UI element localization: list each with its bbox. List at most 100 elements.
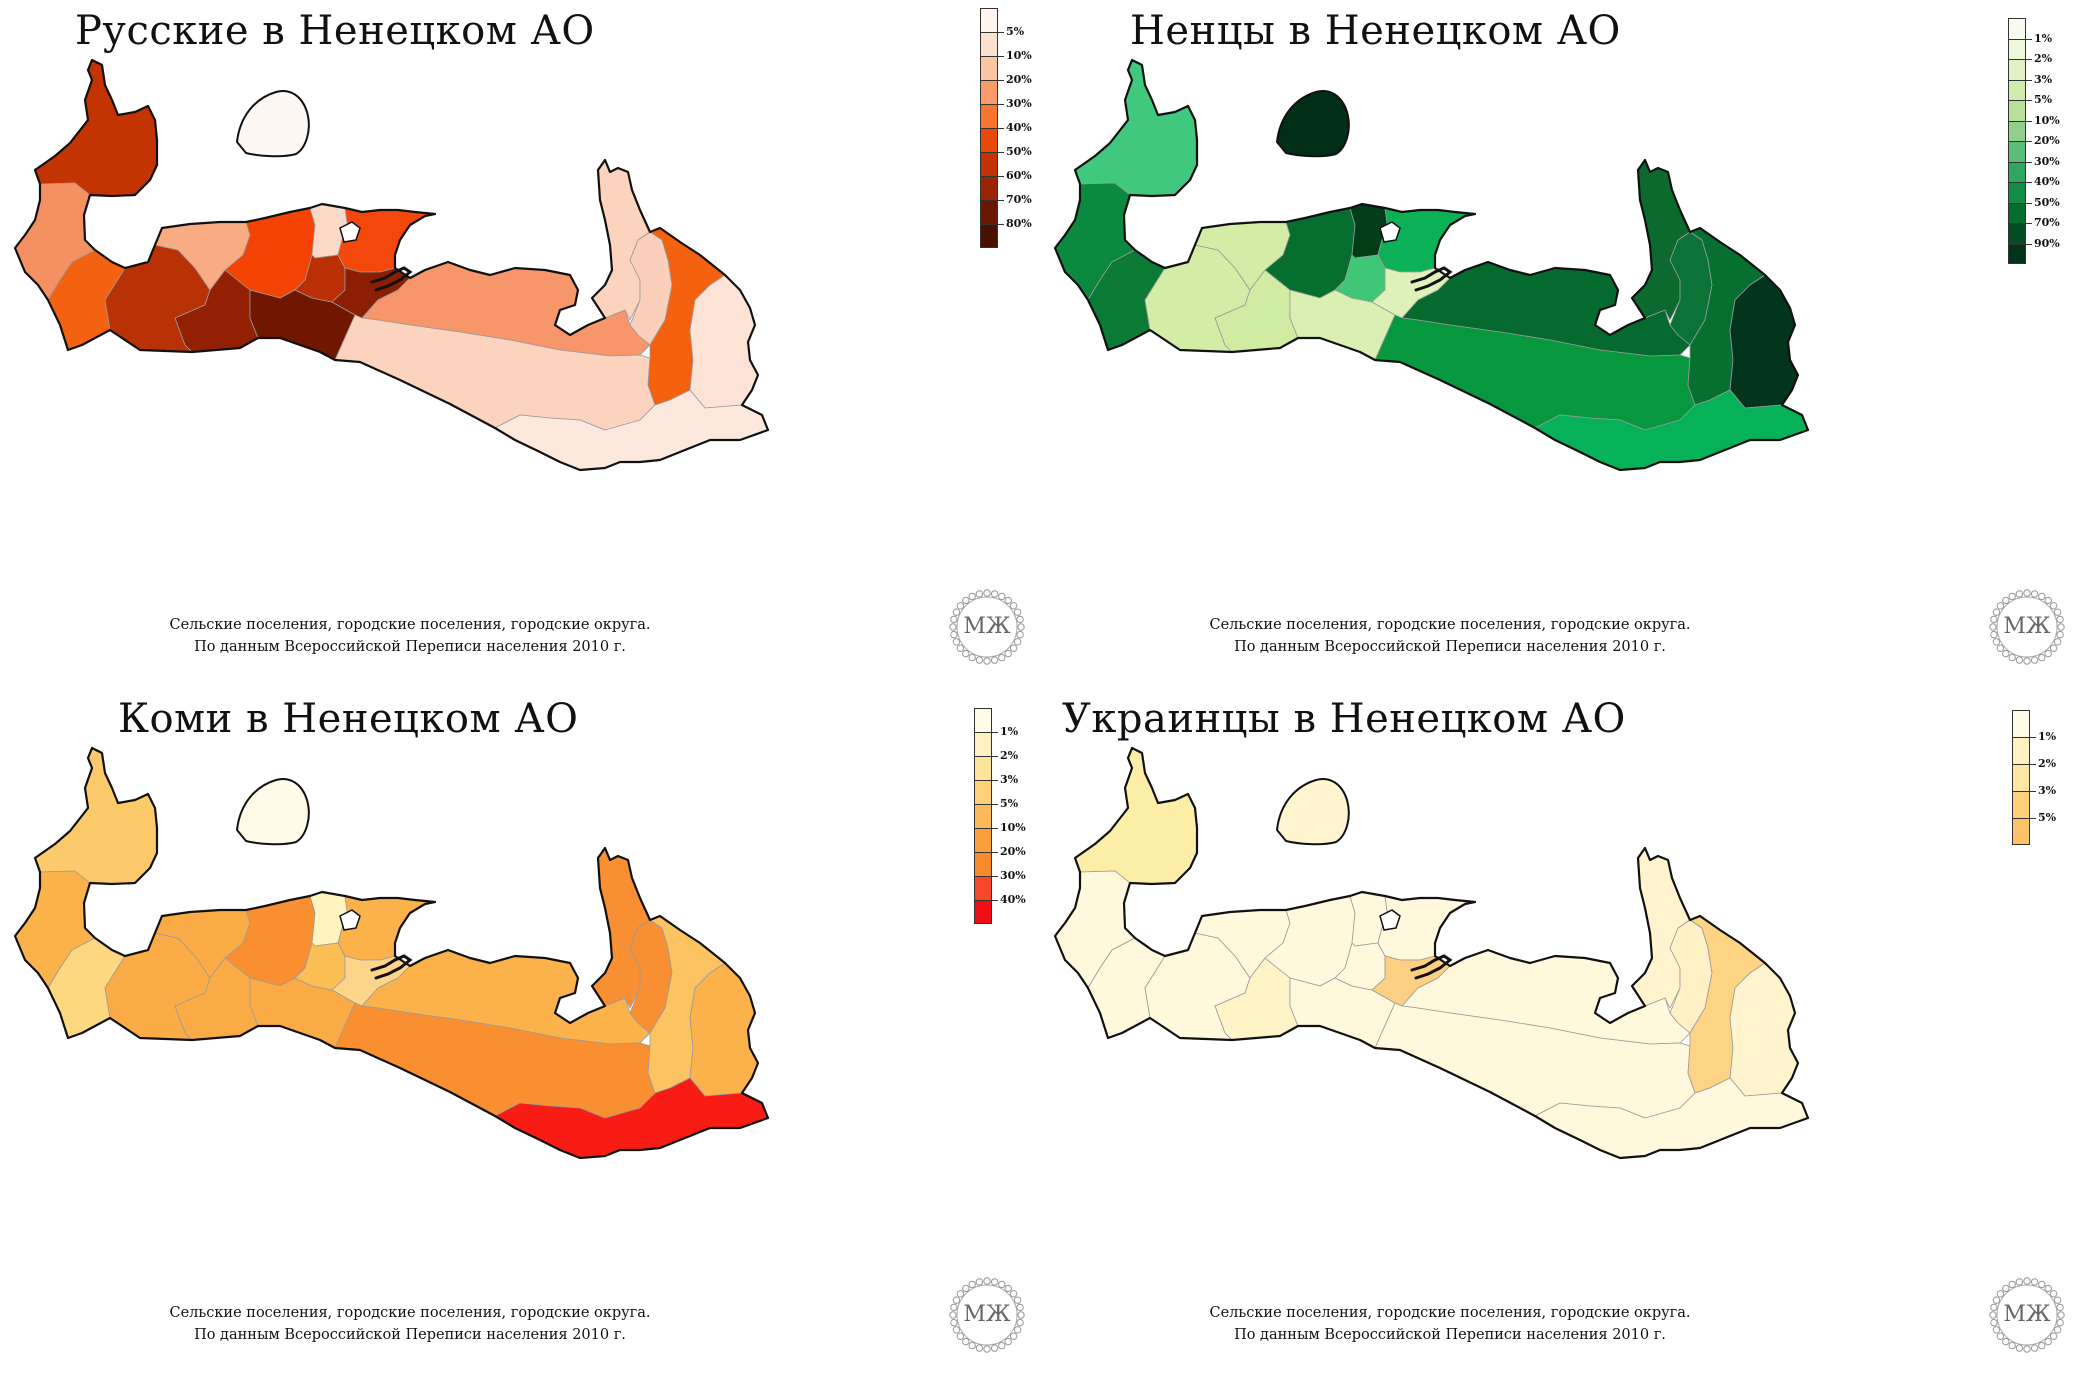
legend-swatch [974,804,992,828]
district-outline [13,746,770,1160]
wreath-leaf [2030,590,2039,598]
legend-tick [2026,141,2032,142]
seal-monogram: МЖ [963,614,1011,639]
wreath-leaf [968,653,976,662]
pechora-river-mouth [370,954,413,980]
map-caption: Сельские поселения, городские поселения,… [100,1302,720,1346]
wreath-leaf [2038,653,2046,662]
legend-label: 5% [1000,797,1019,810]
legend-swatch [2008,59,2026,80]
legend-swatch [974,756,992,780]
wreath-leaf [1013,1326,1022,1334]
caption-line-1: Сельские поселения, городские поселения,… [169,1305,651,1321]
wreath-leaf [998,1341,1006,1350]
wreath-leaf [952,1326,961,1334]
seal-monogram: МЖ [963,1302,1011,1327]
map-panel-ukrainians: Украинцы в Ненецком АО 1% 2% 3% 5% Сельские… [1040,688,2079,1376]
wreath-leaf [2023,1345,2031,1353]
wreath-leaf [2053,1296,2062,1304]
wreath-leaf [2008,1280,2016,1289]
legend-label: 40% [2034,175,2060,188]
wreath-leaf [998,1280,1006,1289]
map-panel-komi: Коми в Ненецком АО 1% 2% 3% 5% 10% 20% 30% 40% … [0,688,1040,1376]
legend-label: 60% [1006,169,1032,182]
wreath-leaf [2015,1278,2024,1286]
legend-tick [2026,161,2032,163]
wreath-leaf [1013,638,1022,646]
wreath-leaf [950,1303,958,1312]
mzh-seal-logo: МЖ [948,1276,1026,1354]
wreath-leaf [1990,1303,1998,1312]
wreath-leaf [2057,623,2065,631]
wreath-leaf [2023,589,2031,597]
legend-label: 10% [1006,49,1032,62]
mzh-seal-logo: МЖ [948,588,1026,666]
map-title: Русские в Ненецком АО [75,8,595,54]
wreath-leaf [990,590,999,598]
wreath-leaf [1990,1318,1998,1327]
wreath-leaf [2053,1326,2062,1334]
wreath-leaf [1990,630,1998,639]
legend-swatch [974,900,992,924]
legend-tick [998,176,1004,177]
wreath-leaf [990,1278,999,1286]
legend-label: 40% [1000,893,1026,906]
map-caption: Сельские поселения, городские поселения,… [1140,1302,1760,1346]
caption-line-1: Сельские поселения, городские поселения,… [169,617,651,633]
legend-swatch [980,200,998,224]
wreath-leaf [2056,630,2064,639]
choropleth-map [13,746,770,1160]
legend-tick [992,876,998,877]
bay-water [1379,909,1401,931]
map-panel-russians: Русские в Ненецком АО 5% 10% 20% 30% 40% 50% 6… [0,0,1040,688]
legend-tick [998,224,1004,225]
wreath-leaf [2057,1311,2065,1319]
wreath-leaf [2038,1341,2046,1350]
district-outline [1053,746,1810,1160]
mzh-seal-logo: МЖ [1988,588,2066,666]
wreath-leaf [1996,644,2005,652]
choropleth-map [1053,746,1810,1160]
legend-swatch [2008,243,2026,264]
caption-line-2: По данным Всероссийской Переписи населен… [194,1327,626,1343]
legend-tick [992,828,998,829]
wreath-leaf [1016,1303,1024,1312]
wreath-leaf [2056,1318,2064,1327]
map-caption: Сельские поселения, городские поселения,… [100,614,720,658]
legend-swatch [2012,710,2030,737]
wreath-leaf [968,1280,976,1289]
legend-tick [998,56,1004,57]
wreath-leaf [1009,1290,1018,1298]
choropleth-map [1053,58,1810,472]
kolguev-island-region [1275,90,1350,158]
legend-label: 1% [1000,725,1019,738]
seal-monogram: МЖ [2003,1302,2051,1327]
kolguev-island-region [1275,778,1350,846]
legend-label: 20% [2034,134,2060,147]
legend-tick [998,80,1004,81]
wreath-leaf [2053,608,2062,616]
legend-swatch [2012,737,2030,764]
wreath-leaf [990,656,999,664]
wreath-leaf [962,649,970,658]
legend-tick [998,128,1004,129]
region-nw [34,59,158,197]
wreath-leaf [952,1296,961,1304]
wreath-leaf [1992,608,2001,616]
wreath-leaf [983,1345,991,1353]
wreath-leaf [968,592,976,601]
pechora-river-mouth [370,266,413,292]
legend-swatch [974,780,992,804]
legend-tick [992,900,998,901]
seal-wreath-icon [949,589,1025,665]
wreath-leaf [998,592,1006,601]
bay-water [1379,221,1401,243]
wreath-leaf [2049,644,2058,652]
wreath-leaf [2030,656,2039,664]
legend-label: 30% [1006,97,1032,110]
wreath-leaf [1996,1290,2005,1298]
wreath-leaf [2023,1277,2031,1285]
legend-label: 70% [2034,216,2060,229]
legend-tick [2026,223,2032,224]
wreath-leaf [1017,623,1025,631]
